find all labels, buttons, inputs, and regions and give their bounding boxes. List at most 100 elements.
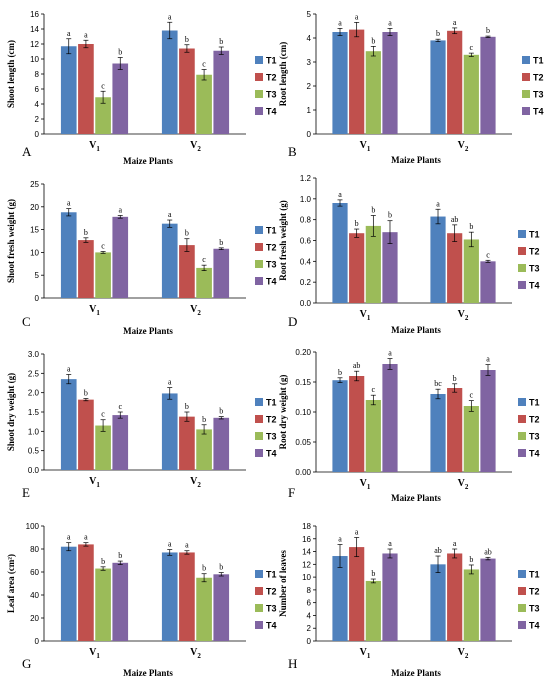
significance-label: a [84, 533, 88, 542]
significance-label: b [469, 222, 473, 231]
x-tick-label: V2 [458, 140, 469, 153]
legend-label-T1: T1 [529, 570, 540, 580]
bar-T1-V2 [430, 216, 446, 303]
y-axis-title: Root fresh weight (g) [278, 200, 288, 281]
y-tick-label: 0 [35, 637, 40, 646]
legend-label-T4: T4 [529, 621, 540, 631]
bar-T3-V2 [196, 429, 212, 470]
legend-swatch-T2 [518, 247, 526, 255]
bar-T3-V2 [196, 577, 212, 641]
y-tick-label: 12 [302, 560, 311, 569]
legend-swatch-T4 [518, 621, 526, 629]
panel-letter: C [22, 314, 31, 329]
y-axis-title: Shoot dry weight (g) [6, 373, 16, 451]
panel-letter: A [22, 144, 32, 159]
legend-swatch-T4 [522, 107, 530, 115]
bar-T3-V1 [365, 400, 381, 472]
x-tick-label: V1 [89, 304, 100, 317]
bar-T2-V1 [78, 240, 94, 298]
legend-swatch-T3 [255, 604, 263, 612]
y-tick-label: 20 [30, 614, 39, 623]
y-tick-label: 1 [307, 106, 312, 115]
significance-label: b [371, 569, 375, 578]
y-axis-title: Shoot length (cm) [6, 40, 16, 108]
bar-T1-V2 [161, 30, 178, 134]
y-tick-label: 80 [30, 545, 39, 554]
y-tick-label: 2 [307, 82, 312, 91]
x-axis-title: Maize Plants [123, 156, 173, 166]
bar-T3-V1 [365, 225, 381, 303]
x-tick-label: V2 [458, 647, 469, 660]
legend-swatch-T3 [255, 432, 263, 440]
bar-T3-V2 [196, 267, 212, 298]
bar-T3-V2 [463, 239, 479, 303]
y-tick-label: 0 [307, 637, 312, 646]
legend-swatch-T1 [255, 570, 263, 578]
legend-label-T2: T2 [529, 587, 540, 597]
significance-label: ab [451, 215, 459, 224]
y-tick-label: 6 [35, 85, 40, 94]
panel-letter: F [288, 485, 295, 500]
legend-label-T3: T3 [266, 260, 277, 270]
x-axis-title: Maize Plants [123, 668, 173, 678]
x-tick-label: V1 [360, 478, 371, 491]
x-tick-label: V2 [458, 478, 469, 491]
panel-F: 0.00 0.05 0.10 0.15 0.20 Root dry weight (g) b… [278, 348, 540, 503]
legend-label-T4: T4 [266, 107, 277, 117]
significance-label: a [168, 378, 172, 387]
bar-T1-V1 [60, 46, 77, 134]
bar-T2-V2 [179, 416, 195, 470]
bar-T2-V1 [349, 29, 365, 135]
y-tick-label: 0.4 [300, 257, 312, 266]
y-axis-title: Shoot fresh weight (g) [6, 199, 16, 283]
significance-label: b [453, 374, 457, 383]
significance-label: a [168, 210, 172, 219]
significance-label: a [338, 535, 342, 544]
bar-T1-V1 [332, 556, 348, 641]
panel-letter: B [288, 144, 297, 159]
legend-swatch-T3 [522, 90, 530, 98]
legend-label-T1: T1 [266, 570, 277, 580]
legend-label-T3: T3 [529, 432, 540, 442]
bar-T4-V2 [213, 50, 230, 134]
bar-T2-V1 [349, 547, 365, 641]
bar-T4-V1 [112, 216, 129, 298]
legend-label-T3: T3 [533, 90, 544, 100]
legend-swatch-T1 [255, 398, 263, 406]
bar-T1-V1 [332, 32, 348, 134]
significance-label: c [470, 43, 474, 52]
significance-label: b [486, 26, 490, 35]
y-tick-label: 0.05 [295, 438, 311, 447]
x-tick-label: V1 [360, 309, 371, 322]
y-tick-label: 60 [30, 568, 39, 577]
significance-label: b [202, 415, 206, 424]
bar-T3-V1 [365, 51, 381, 135]
significance-label: c [202, 255, 206, 264]
significance-label: b [469, 555, 473, 564]
significance-label: b [202, 564, 206, 573]
legend-label-T1: T1 [266, 398, 277, 408]
significance-label: a [67, 199, 71, 208]
bar-T4-V1 [382, 553, 398, 641]
x-tick-label: V2 [190, 647, 201, 660]
panel-letter: G [22, 656, 31, 671]
bar-T1-V1 [332, 203, 348, 303]
x-tick-label: V1 [89, 476, 100, 489]
significance-label: a [67, 533, 71, 542]
y-tick-label: 8 [307, 586, 312, 595]
significance-label: b [371, 206, 375, 215]
legend-swatch-T2 [518, 415, 526, 423]
y-tick-label: 0.00 [295, 468, 311, 477]
y-tick-label: 3 [307, 58, 312, 67]
legend-label-T4: T4 [533, 107, 544, 117]
bar-T4-V1 [112, 63, 129, 134]
significance-label: ab [434, 546, 442, 555]
significance-label: b [118, 48, 122, 57]
bar-T3-V2 [196, 74, 212, 134]
significance-label: b [388, 211, 392, 220]
y-tick-label: 40 [30, 591, 39, 600]
x-tick-label: V1 [89, 140, 100, 153]
significance-label: b [355, 219, 359, 228]
bar-T2-V1 [78, 544, 94, 641]
legend-swatch-T1 [518, 398, 526, 406]
